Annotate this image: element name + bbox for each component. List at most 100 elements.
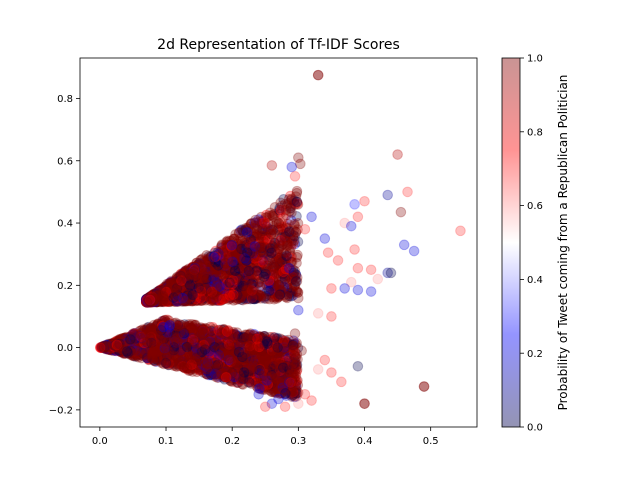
scatter-point <box>276 250 288 261</box>
scatter-point <box>151 296 163 308</box>
scatter-point <box>145 293 157 305</box>
scatter-point <box>191 262 203 274</box>
scatter-point <box>177 272 188 284</box>
scatter-point <box>156 295 168 307</box>
scatter-point <box>194 295 206 307</box>
scatter-point <box>254 290 266 301</box>
scatter-point <box>144 292 155 303</box>
scatter-point <box>171 285 183 296</box>
scatter-point <box>225 288 237 299</box>
scatter-point <box>262 283 274 295</box>
scatter-point <box>142 292 154 304</box>
scatter-point <box>168 280 179 291</box>
scatter-point <box>149 290 161 301</box>
scatter-point <box>200 287 212 298</box>
scatter-point <box>150 294 161 306</box>
scatter-point <box>221 254 232 266</box>
scatter-point <box>213 360 225 372</box>
scatter-point <box>213 275 224 287</box>
scatter-point <box>157 293 168 305</box>
scatter-point <box>258 225 269 237</box>
scatter-point <box>282 222 294 234</box>
scatter-point <box>222 239 234 251</box>
scatter-point <box>160 291 172 303</box>
scatter-point <box>275 240 287 252</box>
scatter-point <box>273 279 285 291</box>
scatter-point <box>239 284 250 296</box>
scatter-point <box>180 265 192 276</box>
scatter-point <box>163 294 174 305</box>
scatter-point <box>283 271 295 282</box>
scatter-point <box>170 293 182 305</box>
scatter-point <box>171 272 182 284</box>
scatter-point <box>289 198 300 209</box>
scatter-point <box>252 262 264 273</box>
scatter-point <box>213 284 225 296</box>
scatter-point <box>235 294 247 306</box>
scatter-point <box>193 267 205 279</box>
scatter-point <box>180 295 191 306</box>
scatter-point <box>166 279 178 291</box>
scatter-point <box>148 291 160 303</box>
scatter-point <box>141 296 152 308</box>
scatter-point-outlier <box>312 308 324 319</box>
scatter-point <box>221 239 233 250</box>
scatter-point <box>141 295 152 307</box>
scatter-point <box>152 289 164 301</box>
colorbar-fill <box>502 58 520 427</box>
scatter-point <box>214 256 225 267</box>
scatter-point <box>211 277 222 288</box>
scatter-point <box>226 287 237 298</box>
scatter-point <box>182 283 193 295</box>
scatter-point <box>237 257 248 268</box>
scatter-point <box>225 280 236 291</box>
scatter-point <box>154 292 165 304</box>
scatter-point <box>101 341 112 352</box>
scatter-point <box>172 296 183 307</box>
scatter-point <box>155 295 167 307</box>
scatter-point <box>166 277 177 288</box>
scatter-point <box>203 274 215 286</box>
scatter-point <box>215 295 226 306</box>
scatter-point <box>235 291 247 303</box>
scatter-point <box>154 291 166 302</box>
scatter-point <box>212 279 223 290</box>
scatter-point <box>188 289 200 300</box>
x-tick-label: 0.2 <box>224 436 240 447</box>
scatter-point <box>220 371 232 383</box>
scatter-point <box>184 291 196 303</box>
scatter-point <box>287 238 299 250</box>
scatter-point <box>272 248 284 260</box>
scatter-point <box>282 282 294 294</box>
scatter-point <box>281 276 293 288</box>
scatter-point <box>154 293 165 304</box>
scatter-point <box>242 250 254 261</box>
scatter-point <box>253 236 265 247</box>
scatter-point <box>145 293 156 305</box>
scatter-point <box>172 282 183 294</box>
scatter-point <box>180 295 191 307</box>
scatter-point <box>171 273 183 285</box>
scatter-point-outlier <box>359 398 370 409</box>
scatter-point <box>279 253 290 265</box>
scatter-point <box>254 273 265 285</box>
scatter-point <box>264 207 276 219</box>
scatter-point <box>112 342 124 353</box>
scatter-point <box>245 218 257 230</box>
scatter-point <box>171 281 183 293</box>
scatter-point <box>183 288 194 299</box>
scatter-point <box>284 247 296 258</box>
scatter-point <box>221 242 233 253</box>
scatter-point <box>166 288 177 299</box>
scatter-point <box>156 288 167 300</box>
scatter-point-outlier <box>286 161 298 173</box>
scatter-point <box>172 285 184 297</box>
scatter-point <box>233 227 245 239</box>
scatter-point <box>163 280 174 292</box>
scatter-point <box>143 295 154 307</box>
scatter-point <box>178 287 189 299</box>
scatter-point <box>231 243 243 254</box>
scatter-point <box>196 295 208 307</box>
scatter-point <box>164 289 175 301</box>
scatter-point <box>203 257 215 268</box>
